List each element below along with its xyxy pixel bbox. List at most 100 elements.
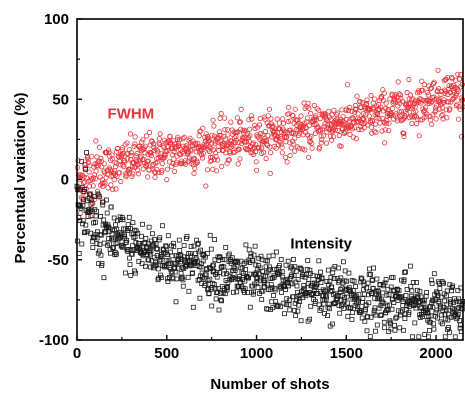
fwhm-point: [117, 170, 123, 176]
fwhm-point: [342, 129, 349, 135]
fwhm-point: [312, 130, 318, 136]
intensity-point: [297, 299, 303, 304]
intensity-point: [284, 296, 290, 302]
intensity-point: [93, 213, 99, 219]
fwhm-point: [428, 100, 434, 106]
intensity-point: [157, 235, 163, 241]
intensity-point: [293, 268, 299, 274]
intensity-point: [190, 270, 195, 276]
fwhm-point: [336, 132, 342, 139]
fwhm-point: [345, 107, 352, 114]
fwhm-point: [278, 141, 284, 147]
fwhm-point: [254, 167, 260, 173]
intensity-point: [246, 247, 252, 253]
fwhm-point: [359, 115, 366, 121]
intensity-point: [282, 311, 287, 317]
intensity-point: [139, 261, 145, 266]
fwhm-point: [380, 98, 387, 104]
fwhm-point: [305, 154, 312, 160]
intensity-point: [107, 241, 113, 247]
fwhm-point: [274, 116, 280, 122]
intensity-point: [130, 220, 136, 226]
fwhm-point: [396, 91, 402, 97]
fwhm-point: [164, 166, 171, 172]
fwhm-point: [89, 200, 95, 206]
intensity-point: [342, 278, 348, 284]
fwhm-point: [256, 122, 263, 128]
fwhm-point: [238, 141, 245, 147]
fwhm-point: [317, 127, 323, 133]
intensity-point: [197, 295, 203, 301]
intensity-point: [110, 245, 116, 251]
intensity-point: [404, 286, 410, 292]
fwhm-point: [182, 158, 188, 164]
fwhm-point: [386, 128, 392, 134]
fwhm-point: [323, 140, 330, 146]
fwhm-point: [167, 134, 173, 140]
intensity-point: [343, 278, 349, 284]
fwhm-point: [280, 116, 286, 122]
intensity-point: [287, 265, 293, 271]
fwhm-point: [226, 157, 232, 163]
fwhm-point: [426, 98, 433, 105]
intensity-point: [371, 307, 377, 313]
fwhm-point: [159, 167, 165, 173]
fwhm-point: [431, 79, 437, 85]
intensity-point: [431, 321, 437, 327]
fwhm-point: [159, 161, 165, 167]
intensity-point: [442, 334, 448, 340]
fwhm-point: [309, 140, 315, 146]
intensity-point: [247, 271, 253, 277]
fwhm-point: [225, 132, 231, 138]
fwhm-point: [371, 128, 377, 134]
fwhm-point: [126, 167, 132, 173]
intensity-point: [347, 288, 353, 294]
intensity-point: [424, 307, 430, 313]
fwhm-point: [272, 129, 278, 135]
fwhm-point: [352, 109, 358, 115]
intensity-point: [338, 298, 344, 304]
fwhm-point: [418, 96, 424, 103]
intensity-point: [425, 334, 431, 340]
fwhm-point: [334, 116, 340, 122]
intensity-point: [431, 326, 437, 332]
intensity-point: [417, 289, 423, 294]
fwhm-point: [98, 155, 104, 161]
intensity-point: [353, 284, 359, 289]
intensity-point: [273, 249, 279, 255]
fwhm-point: [335, 127, 341, 134]
fwhm-point: [157, 131, 163, 137]
fwhm-point: [215, 157, 221, 163]
intensity-point: [414, 287, 420, 293]
series-fwhm: [74, 67, 465, 220]
intensity-point: [452, 334, 458, 340]
fwhm-point: [243, 139, 249, 145]
fwhm-point: [100, 180, 106, 186]
fwhm-point: [457, 76, 463, 82]
intensity-point: [154, 261, 160, 267]
fwhm-point: [158, 151, 164, 157]
intensity-point: [137, 243, 143, 249]
fwhm-point: [288, 118, 294, 124]
intensity-point: [225, 284, 230, 290]
intensity-point: [218, 297, 224, 303]
intensity-point: [218, 290, 223, 296]
fwhm-point: [93, 163, 100, 169]
fwhm-point: [95, 188, 101, 194]
fwhm-point: [416, 133, 422, 139]
x-axis-title: Number of shots: [210, 376, 329, 393]
intensity-point: [214, 274, 220, 280]
intensity-point: [304, 266, 310, 272]
intensity-point: [209, 303, 215, 309]
fwhm-point: [355, 111, 361, 117]
intensity-point: [237, 274, 243, 279]
intensity-point: [101, 275, 107, 281]
intensity-point: [104, 197, 109, 203]
intensity-point: [115, 218, 120, 224]
fwhm-point: [318, 133, 324, 139]
intensity-series-label: Intensity: [290, 236, 352, 253]
fwhm-point: [353, 107, 359, 113]
data-points: [74, 67, 465, 340]
x-tick-label: 1000: [240, 345, 273, 362]
intensity-point: [295, 277, 301, 283]
